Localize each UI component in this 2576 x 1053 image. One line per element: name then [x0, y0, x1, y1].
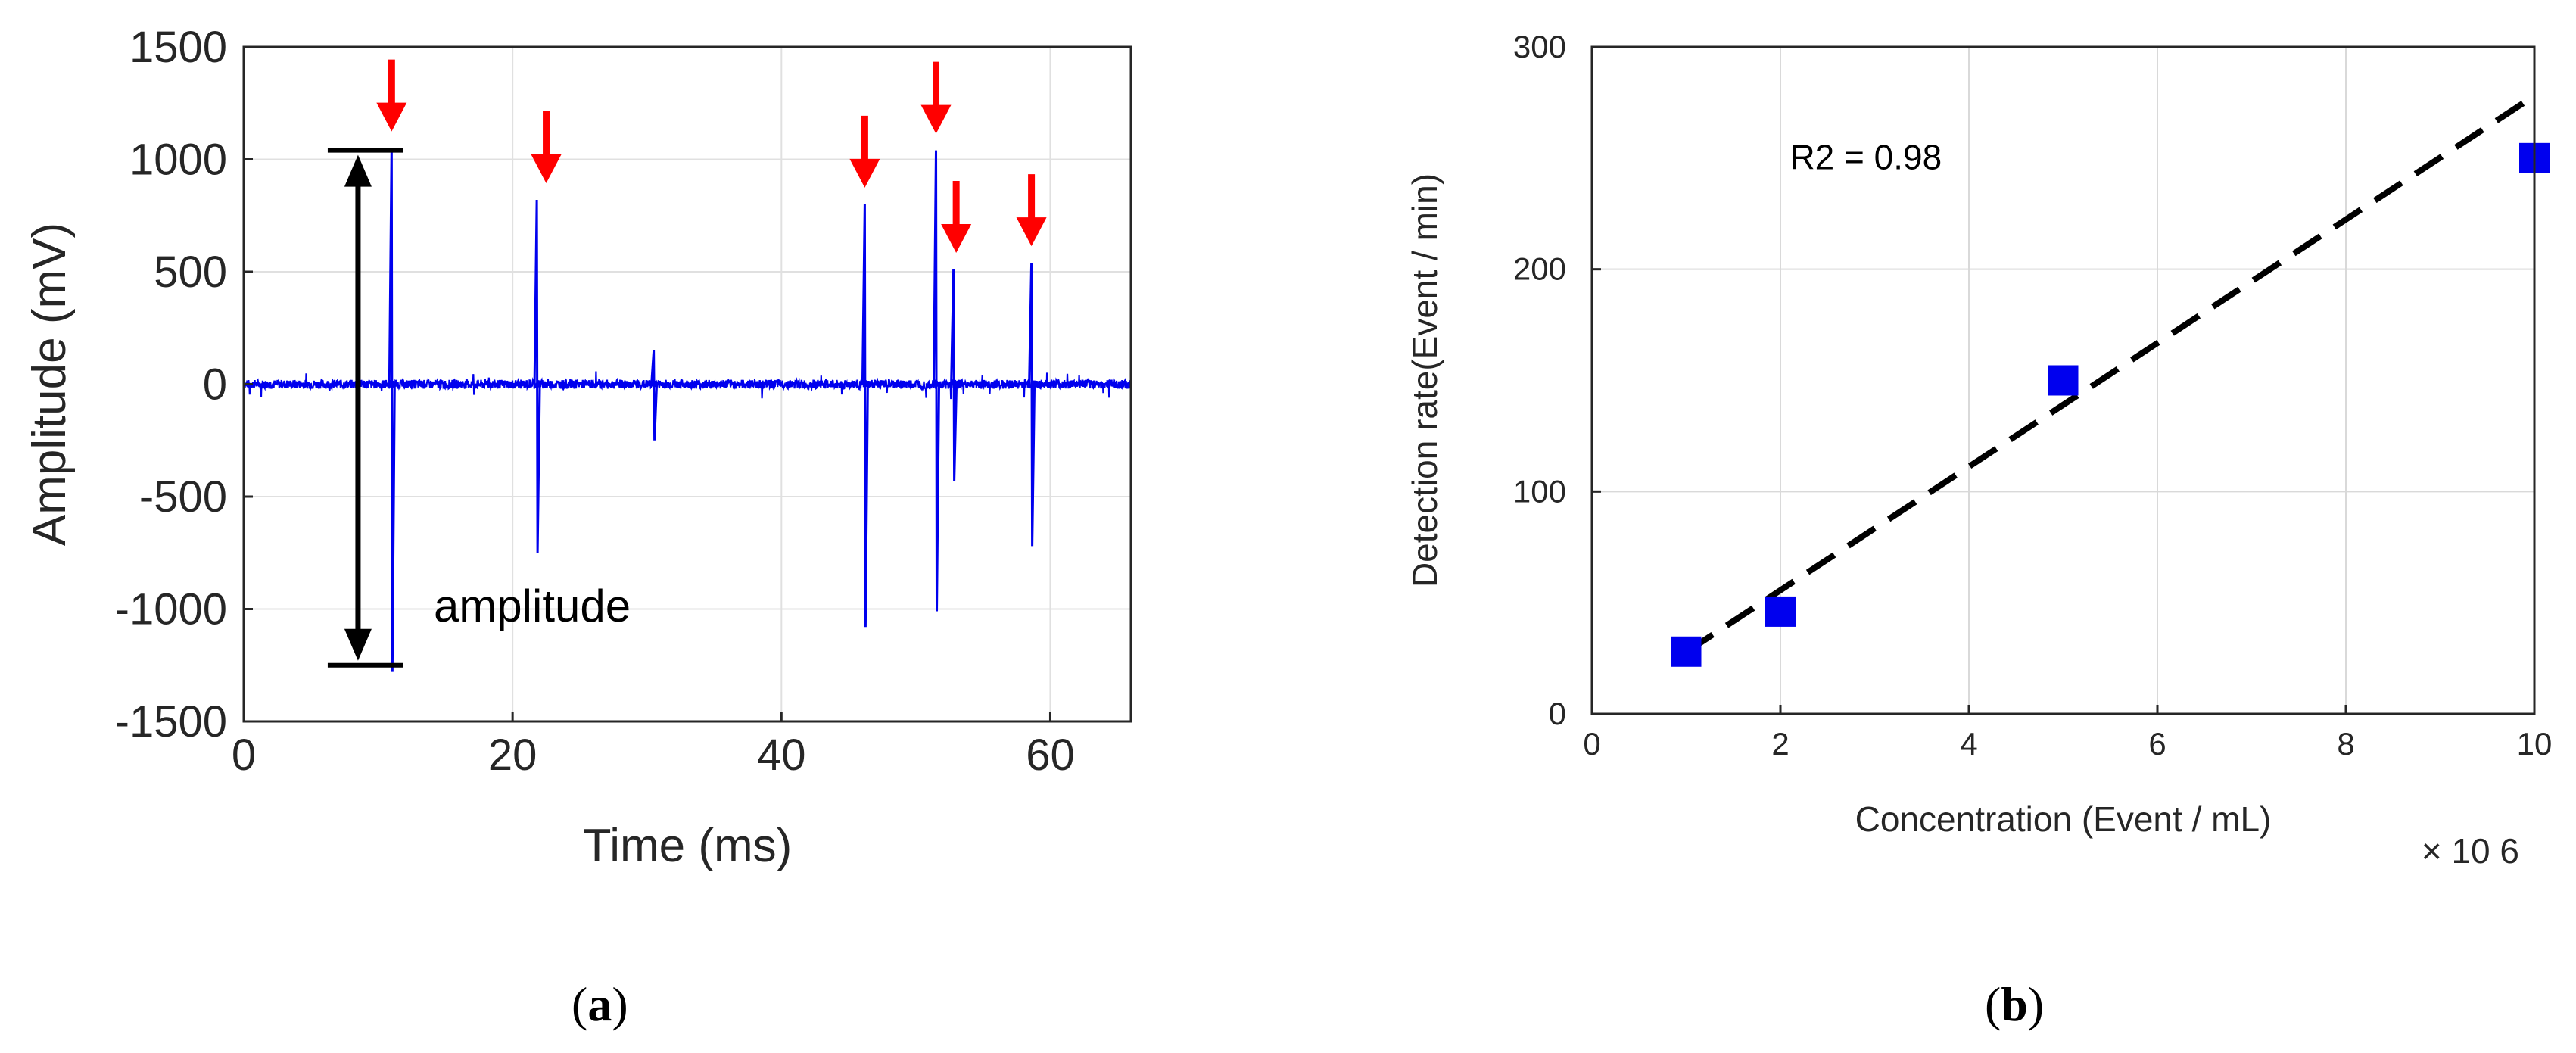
axes-box-b	[1590, 45, 2536, 715]
x-tick-label: 4	[1960, 726, 1977, 762]
y-tick-label: 300	[1513, 29, 1566, 64]
y-axis-label: Amplitude (mV)	[23, 223, 76, 546]
x-tick-label: 0	[1583, 726, 1600, 762]
red-arrow-head	[531, 154, 562, 183]
amplitude-label: amplitude	[434, 581, 631, 631]
r2-annotation: R2 = 0.98	[1789, 138, 1942, 177]
panel-b-caption: (b)	[1985, 977, 2045, 1031]
fit-line	[1684, 93, 2537, 655]
x-tick-label: 0	[232, 731, 256, 780]
y-tick-label: 500	[154, 248, 227, 297]
y-axis-label: Detection rate(Event / min)	[1405, 173, 1444, 587]
y-tick-label: 1000	[129, 136, 227, 185]
signal-spike	[533, 199, 541, 553]
x-tick-label: 2	[1771, 726, 1789, 762]
x-tick-label: 8	[2337, 726, 2354, 762]
red-arrow	[920, 61, 952, 134]
x-tick-label: 20	[488, 731, 537, 780]
amplitude-annotation: amplitude	[327, 148, 631, 668]
signal-spike	[950, 269, 958, 481]
red-arrow-head	[920, 104, 952, 134]
red-arrow	[849, 115, 880, 188]
signal-spike	[650, 350, 659, 441]
red-arrow-head	[849, 158, 880, 188]
red-arrow	[1016, 174, 1047, 247]
data-point	[1765, 596, 1796, 627]
data-point	[1671, 636, 1702, 667]
signal-spike	[933, 150, 941, 612]
signal-spike	[388, 148, 396, 672]
x-tick-label: 6	[2148, 726, 2166, 762]
red-arrow	[376, 59, 407, 132]
signal-spike	[1028, 263, 1036, 547]
signal-spike	[861, 204, 869, 628]
data-point	[2048, 365, 2079, 396]
amplitude-arrowhead-up	[344, 154, 372, 187]
y-tick-label: 0	[203, 360, 227, 410]
x-tick-label: 10	[2517, 726, 2553, 762]
x-axis-label: Time (ms)	[583, 820, 793, 872]
red-arrow-head	[941, 224, 972, 254]
y-tick-label: 1500	[129, 23, 227, 72]
panel-a-chart: 0 20 40 60 -1500 -1000 -500 0 500 1000 1500 Time (m…	[23, 23, 1132, 872]
y-tick-label: -1000	[115, 585, 227, 634]
red-arrow-head	[376, 102, 407, 132]
y-tick-label: 0	[1549, 696, 1566, 731]
x-multiplier: × 10 6	[2422, 831, 2519, 871]
amplitude-arrowhead-down	[344, 628, 372, 661]
panel-a-caption: (a)	[572, 977, 628, 1031]
y-tick-label: -500	[139, 472, 227, 522]
y-tick-label: -1500	[115, 697, 227, 746]
x-axis-label: Concentration (Event / mL)	[1855, 799, 2272, 839]
red-arrow	[941, 181, 972, 254]
red-arrow	[531, 111, 562, 183]
y-tick-label: 100	[1513, 473, 1566, 509]
x-tick-label: 60	[1026, 731, 1075, 780]
x-tick-label: 40	[757, 731, 806, 780]
y-tick-label: 200	[1513, 251, 1566, 287]
red-arrow-head	[1016, 217, 1047, 247]
